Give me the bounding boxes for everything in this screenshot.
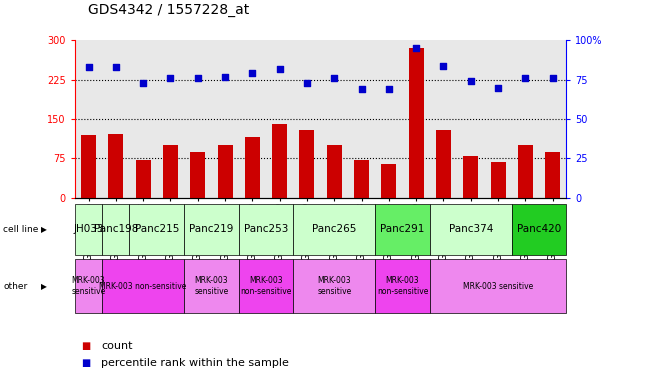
- Bar: [457, 40, 484, 198]
- Bar: [545, 152, 561, 198]
- Text: MRK-003
sensitive: MRK-003 sensitive: [194, 276, 229, 296]
- Text: ■: ■: [81, 341, 90, 351]
- Point: [165, 75, 176, 81]
- Bar: [464, 156, 478, 198]
- Bar: [299, 129, 314, 198]
- Point: [520, 75, 531, 81]
- Text: MRK-003
sensitive: MRK-003 sensitive: [317, 276, 352, 296]
- Point: [302, 80, 312, 86]
- Text: ▶: ▶: [41, 281, 47, 291]
- Bar: [272, 124, 287, 198]
- Bar: [108, 134, 123, 198]
- Text: Panc253: Panc253: [244, 224, 288, 235]
- Point: [111, 64, 121, 70]
- Bar: [484, 40, 512, 198]
- Text: ■: ■: [81, 358, 90, 368]
- Point: [438, 63, 449, 69]
- Bar: [184, 40, 212, 198]
- Text: Panc420: Panc420: [517, 224, 561, 235]
- Point: [275, 66, 285, 72]
- Bar: [409, 48, 424, 198]
- Point: [138, 80, 148, 86]
- Bar: [239, 40, 266, 198]
- Bar: [375, 40, 402, 198]
- Bar: [491, 162, 506, 198]
- Bar: [320, 40, 348, 198]
- Text: MRK-003
non-sensitive: MRK-003 non-sensitive: [240, 276, 292, 296]
- Bar: [102, 40, 130, 198]
- Bar: [348, 40, 375, 198]
- Bar: [430, 40, 457, 198]
- Text: other: other: [3, 281, 27, 291]
- Point: [493, 84, 503, 91]
- Bar: [518, 145, 533, 198]
- Bar: [217, 145, 232, 198]
- Text: GDS4342 / 1557228_at: GDS4342 / 1557228_at: [88, 3, 249, 17]
- Text: Panc265: Panc265: [312, 224, 357, 235]
- Bar: [75, 40, 102, 198]
- Text: ▶: ▶: [41, 225, 47, 234]
- Bar: [245, 137, 260, 198]
- Text: Panc291: Panc291: [380, 224, 424, 235]
- Text: Panc215: Panc215: [135, 224, 179, 235]
- Bar: [130, 40, 157, 198]
- Text: count: count: [101, 341, 132, 351]
- Bar: [266, 40, 294, 198]
- Bar: [157, 40, 184, 198]
- Text: JH033: JH033: [74, 224, 104, 235]
- Point: [329, 75, 339, 81]
- Point: [547, 75, 558, 81]
- Text: Panc219: Panc219: [189, 224, 234, 235]
- Bar: [436, 129, 451, 198]
- Bar: [190, 152, 205, 198]
- Point: [193, 75, 203, 81]
- Bar: [81, 135, 96, 198]
- Text: MRK-003 sensitive: MRK-003 sensitive: [463, 281, 533, 291]
- Bar: [354, 160, 369, 198]
- Bar: [135, 160, 150, 198]
- Text: cell line: cell line: [3, 225, 38, 234]
- Point: [83, 64, 94, 70]
- Bar: [294, 40, 320, 198]
- Text: Panc198: Panc198: [94, 224, 138, 235]
- Bar: [163, 145, 178, 198]
- Point: [247, 70, 258, 76]
- Bar: [402, 40, 430, 198]
- Text: MRK-003
non-sensitive: MRK-003 non-sensitive: [377, 276, 428, 296]
- Point: [411, 45, 421, 51]
- Text: percentile rank within the sample: percentile rank within the sample: [101, 358, 289, 368]
- Point: [356, 86, 367, 92]
- Point: [220, 73, 230, 79]
- Point: [383, 86, 394, 92]
- Bar: [539, 40, 566, 198]
- Text: MRK-003
sensitive: MRK-003 sensitive: [72, 276, 105, 296]
- Text: Panc374: Panc374: [449, 224, 493, 235]
- Point: [465, 78, 476, 84]
- Bar: [381, 164, 396, 198]
- Text: MRK-003 non-sensitive: MRK-003 non-sensitive: [100, 281, 187, 291]
- Bar: [512, 40, 539, 198]
- Bar: [327, 145, 342, 198]
- Bar: [212, 40, 239, 198]
